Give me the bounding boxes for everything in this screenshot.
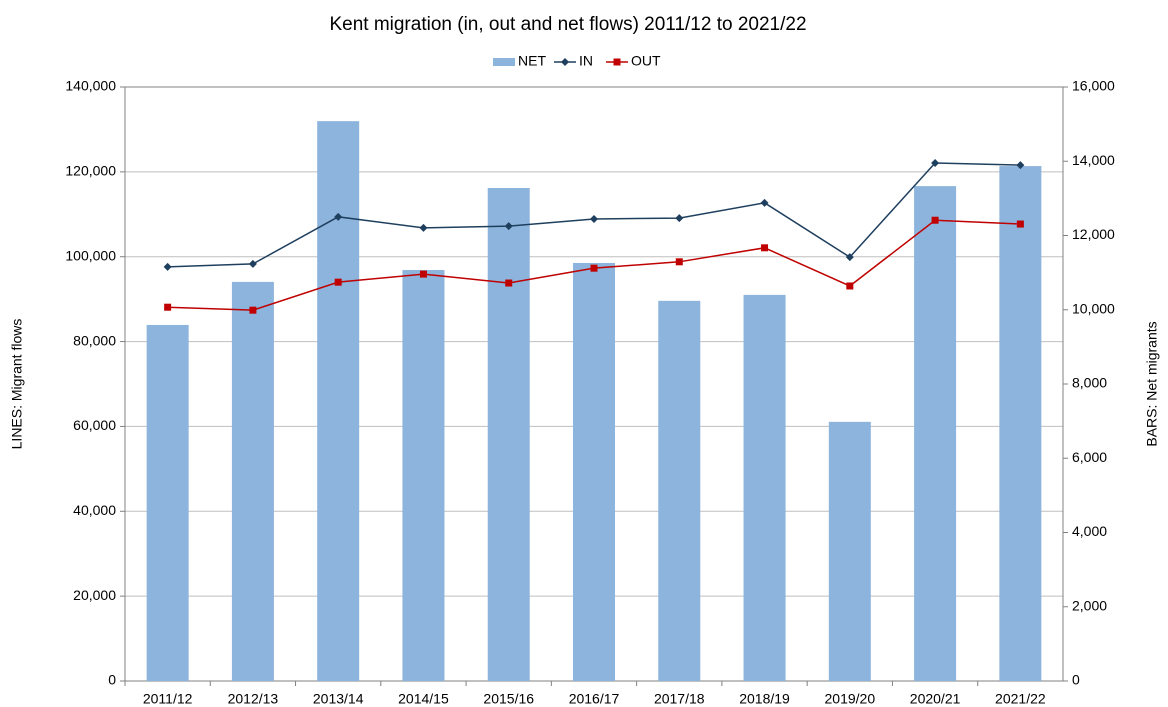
x-tick-label: 2015/16 bbox=[483, 691, 534, 707]
point bbox=[1016, 220, 1024, 228]
bar bbox=[487, 187, 530, 682]
bar bbox=[828, 421, 871, 681]
line bbox=[167, 162, 1021, 268]
y2-tick-label: 4,000 bbox=[1072, 523, 1107, 539]
point bbox=[845, 253, 854, 262]
point bbox=[590, 264, 598, 272]
y-tick-label: 20,000 bbox=[73, 587, 116, 603]
y2-tick-label: 8,000 bbox=[1072, 375, 1107, 391]
bar bbox=[402, 270, 445, 681]
legend-label: OUT bbox=[631, 53, 661, 69]
point bbox=[846, 282, 854, 290]
x-tick-label: 2018/19 bbox=[739, 691, 790, 707]
y-tick-label: 40,000 bbox=[73, 502, 116, 518]
y-tick-label: 0 bbox=[108, 672, 116, 688]
point bbox=[505, 279, 513, 287]
y2-tick-label: 6,000 bbox=[1072, 449, 1107, 465]
point bbox=[249, 306, 257, 314]
legend-swatch bbox=[493, 58, 515, 66]
legend-label: IN bbox=[579, 53, 593, 69]
x-tick-label: 2019/20 bbox=[825, 691, 876, 707]
point bbox=[760, 198, 769, 207]
point bbox=[334, 212, 343, 221]
y-tick-label: 60,000 bbox=[73, 417, 116, 433]
x-tick-label: 2012/13 bbox=[228, 691, 279, 707]
point bbox=[163, 262, 172, 271]
x-tick-label: 2021/22 bbox=[995, 691, 1046, 707]
y2-axis-label: BARS: Net migrants bbox=[1144, 321, 1160, 446]
bar bbox=[999, 166, 1042, 682]
point bbox=[1016, 161, 1025, 170]
bar bbox=[146, 324, 189, 681]
y2-tick-label: 10,000 bbox=[1072, 300, 1115, 316]
x-tick-label: 2014/15 bbox=[398, 691, 449, 707]
y2-tick-label: 16,000 bbox=[1072, 78, 1115, 94]
legend-marker bbox=[613, 58, 621, 66]
y-tick-label: 120,000 bbox=[65, 163, 116, 179]
bar bbox=[317, 121, 360, 681]
x-tick-label: 2020/21 bbox=[910, 691, 961, 707]
point bbox=[334, 278, 342, 286]
x-tick-label: 2013/14 bbox=[313, 691, 364, 707]
bar bbox=[914, 186, 957, 681]
bar bbox=[743, 294, 786, 681]
legend-label: NET bbox=[518, 53, 546, 69]
chart-title: Kent migration (in, out and net flows) 2… bbox=[329, 14, 806, 35]
point bbox=[590, 214, 598, 223]
y2-tick-label: 12,000 bbox=[1072, 226, 1115, 242]
point bbox=[675, 214, 684, 223]
point bbox=[504, 222, 513, 231]
point bbox=[164, 303, 172, 311]
bar bbox=[231, 281, 274, 681]
point bbox=[761, 244, 769, 252]
y2-tick-label: 14,000 bbox=[1072, 152, 1115, 168]
point bbox=[419, 223, 428, 232]
bar bbox=[658, 300, 701, 681]
x-tick-label: 2011/12 bbox=[143, 691, 193, 707]
y2-tick-label: 0 bbox=[1072, 672, 1080, 688]
x-tick-label: 2017/18 bbox=[654, 691, 705, 707]
point bbox=[248, 259, 257, 268]
y-tick-label: 80,000 bbox=[73, 332, 116, 348]
y-tick-label: 100,000 bbox=[65, 247, 116, 263]
y2-tick-label: 2,000 bbox=[1072, 597, 1107, 613]
bar bbox=[573, 262, 615, 681]
point bbox=[931, 158, 940, 167]
x-tick-label: 2016/17 bbox=[569, 691, 620, 707]
legend-marker bbox=[561, 58, 569, 66]
point bbox=[931, 216, 939, 224]
point bbox=[419, 270, 427, 278]
point bbox=[675, 258, 683, 266]
y-tick-label: 140,000 bbox=[65, 78, 116, 94]
y-axis-label: LINES: Migrant flows bbox=[9, 319, 25, 450]
